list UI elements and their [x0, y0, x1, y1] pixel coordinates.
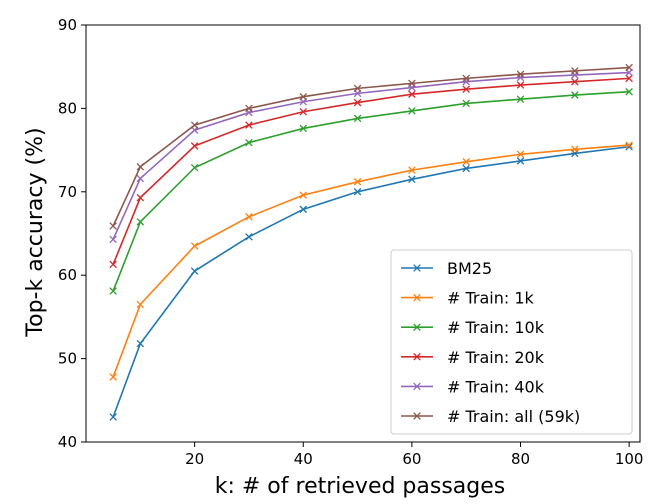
data-point-1-0 [109, 373, 117, 381]
data-point-0-1 [136, 339, 145, 348]
data-point-2-9 [571, 91, 579, 99]
legend-label-4: # Train: 40k [447, 377, 545, 396]
data-point-0-4 [299, 205, 308, 214]
x-tick-label-1: 40 [294, 450, 313, 468]
data-point-0-6 [408, 175, 416, 184]
data-point-5-4 [299, 92, 308, 101]
data-point-2-2 [190, 163, 199, 172]
data-point-1-2 [190, 242, 199, 250]
legend-label-5: # Train: all (59k) [447, 407, 580, 426]
data-point-3-3 [245, 121, 253, 129]
data-point-1-8 [516, 150, 525, 159]
x-tick-label-2: 60 [402, 450, 421, 468]
legend: BM25 # Train: 1k # Train: 10k # Train: 20k #… [390, 249, 633, 435]
legend-marker-5 [413, 412, 421, 420]
data-point-1-5 [353, 178, 362, 186]
legend-box [390, 249, 633, 435]
legend-marker-2 [413, 323, 421, 331]
data-point-1-1 [136, 300, 145, 309]
plot-area [109, 63, 633, 421]
data-point-1-3 [245, 213, 253, 221]
data-point-3-8 [516, 81, 525, 89]
data-point-1-7 [462, 158, 470, 166]
data-point-2-8 [516, 95, 525, 103]
y-tick-label-4: 80 [58, 99, 77, 117]
legend-label-2: # Train: 10k [447, 318, 545, 337]
x-tick-label-0: 20 [185, 450, 204, 468]
data-point-4-7 [462, 77, 470, 86]
data-point-3-10 [625, 74, 633, 83]
data-point-3-1 [136, 193, 145, 202]
data-point-2-1 [136, 218, 145, 226]
data-point-0-8 [516, 157, 525, 165]
y-tick-label-5: 90 [58, 16, 77, 34]
legend-marker-1 [413, 293, 421, 302]
data-point-5-5 [353, 84, 362, 93]
legend-marker-0 [413, 264, 421, 272]
legend-label-3: # Train: 20k [447, 348, 545, 367]
data-point-3-0 [109, 260, 117, 269]
data-point-3-4 [299, 107, 308, 116]
legend-marker-4 [413, 382, 421, 391]
axes: 20 40 60 80 100 40 50 60 70 80 90 [58, 16, 644, 468]
y-tick-label-1: 50 [58, 350, 77, 368]
data-point-5-1 [136, 163, 145, 171]
data-point-5-10 [625, 63, 633, 72]
data-point-5-7 [462, 74, 470, 83]
data-point-1-10 [625, 141, 633, 149]
data-point-3-9 [571, 77, 579, 86]
y-tick-label-0: 40 [58, 433, 77, 451]
data-point-0-3 [245, 233, 253, 241]
data-point-3-6 [408, 90, 416, 98]
data-point-4-0 [109, 235, 117, 244]
y-tick-label-2: 60 [58, 266, 77, 284]
data-point-3-7 [462, 85, 470, 93]
data-point-5-0 [109, 222, 117, 230]
data-point-2-10 [625, 87, 633, 96]
legend-label-0: BM25 [447, 259, 492, 278]
data-point-0-2 [190, 267, 199, 275]
data-point-1-9 [571, 145, 579, 154]
y-axis-label: Top-k accuracy (%) [23, 127, 48, 337]
plot-frame [85, 24, 641, 443]
x-tick-label-3: 80 [511, 450, 530, 468]
data-point-3-2 [190, 142, 199, 150]
data-point-0-0 [109, 413, 117, 421]
data-point-2-3 [245, 138, 253, 147]
data-point-2-5 [353, 114, 362, 123]
data-point-2-0 [109, 287, 117, 295]
data-point-2-6 [408, 107, 416, 115]
x-tick-label-4: 100 [615, 450, 644, 468]
data-point-5-6 [408, 79, 416, 88]
data-point-5-3 [245, 104, 253, 113]
y-tick-label-3: 70 [58, 183, 77, 201]
data-point-1-4 [299, 191, 308, 199]
data-point-1-6 [408, 166, 416, 174]
data-point-2-7 [462, 99, 470, 108]
x-axis-label: k: # of retrieved passages [215, 474, 506, 499]
data-point-5-9 [571, 67, 579, 75]
legend-label-1: # Train: 1k [447, 289, 535, 308]
data-point-5-8 [516, 70, 525, 78]
legend-marker-3 [413, 353, 421, 361]
data-point-3-5 [353, 98, 362, 107]
data-point-0-7 [462, 164, 470, 173]
data-point-5-2 [190, 121, 199, 129]
data-point-0-5 [353, 188, 362, 196]
data-point-4-8 [516, 73, 525, 82]
data-point-4-1 [136, 174, 145, 183]
data-point-2-4 [299, 124, 308, 133]
